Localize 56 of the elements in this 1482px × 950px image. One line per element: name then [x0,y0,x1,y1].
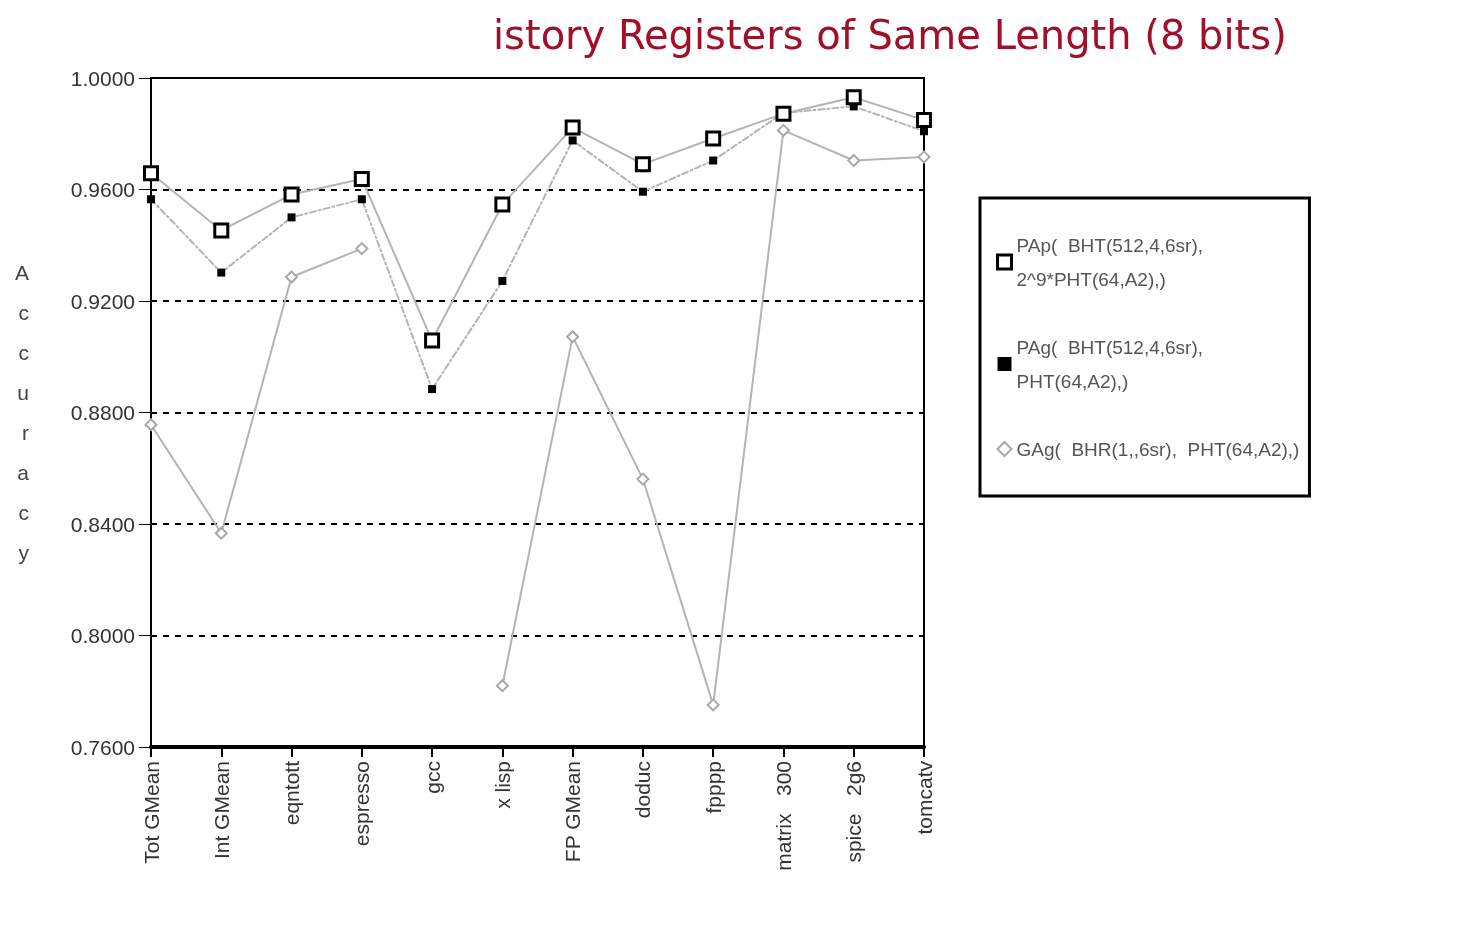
x-tick-label: eqntott [280,760,304,826]
point [568,136,577,145]
point [916,112,932,129]
point [634,156,651,173]
point [709,156,718,165]
x-tick-label: x lisp [490,761,514,809]
point [706,698,720,712]
point [845,89,862,106]
x-tick-label: doduc [631,761,655,819]
y-tick-label: 0.8000 [70,624,135,647]
point [217,268,226,277]
point [353,170,370,187]
x-tick-label: spice 2g6 [842,761,866,863]
point [636,472,650,486]
point [917,150,931,164]
y-tick-label: 0.7600 [70,735,135,759]
y-tick-label: 0.8400 [70,512,135,536]
y-tick-label: 0.8800 [70,401,135,424]
point [355,242,369,256]
y-tick-label: 0.9200 [70,289,135,313]
point [144,418,158,432]
chart-title: istory Registers of Same Length (8 bits) [493,12,1287,58]
point [285,270,299,284]
point [283,186,300,203]
point [357,195,366,204]
point [705,130,722,147]
legend-label: GAg( BHR(1,,6sr), PHT(64,A2),) [1016,438,1300,460]
point [213,222,230,239]
x-tick-label: fpppp [701,761,725,814]
legend-label: PAp( BHT(512,4,6sr), 2^9*PHT(64,A2),) [1016,234,1204,290]
point [847,154,861,168]
point [566,330,580,344]
legend-label: PAg( BHT(512,4,6sr), PHT(64,A2),) [1016,336,1204,392]
x-tick-label: matrix 300 [771,761,795,871]
y-axis-title: Accuracy [14,261,30,564]
x-tick-label: Tot GMean [139,761,163,864]
x-tick-label: tomcatv [912,760,936,835]
point [214,526,228,540]
y-tick-label: 0.9600 [70,178,135,201]
point [147,195,155,204]
y-tick-label: 1.0000 [70,66,135,90]
point [776,123,790,137]
point [424,332,441,349]
point [638,187,647,196]
point [495,679,509,693]
x-tick-label: Int GMean [209,761,233,860]
point [494,196,511,213]
point [498,276,507,285]
point [143,165,159,182]
x-tick-label: FP GMean [561,761,585,863]
point [428,385,437,394]
point [775,105,792,122]
point [287,213,296,222]
x-tick-label: gcc [420,761,444,794]
point [564,119,581,136]
x-tick-label: espresso [350,761,374,847]
